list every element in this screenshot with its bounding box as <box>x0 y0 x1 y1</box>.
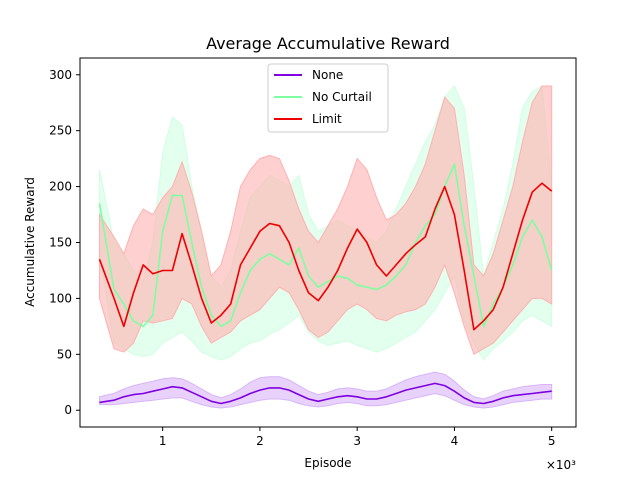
x-axis-label: Episode <box>304 456 351 470</box>
chart-title: Average Accumulative Reward <box>206 34 450 53</box>
x-axis-multiplier: ×10³ <box>546 458 576 472</box>
line-limit <box>98 182 553 331</box>
y-tick-label: 150 <box>49 236 72 250</box>
x-tick-label: 4 <box>451 434 459 448</box>
y-axis-label: Accumulative Reward <box>23 177 37 307</box>
y-tick-label: 100 <box>49 291 72 305</box>
x-tick-label: 2 <box>256 434 264 448</box>
y-tick-label: 0 <box>64 403 72 417</box>
y-tick-label: 200 <box>49 180 72 194</box>
band-none <box>99 371 553 409</box>
confidence-bands <box>99 85 553 409</box>
legend-label-limit: Limit <box>312 112 342 126</box>
y-tick-label: 250 <box>49 124 72 138</box>
legend: None No Curtail Limit <box>267 63 389 133</box>
x-tick-label: 3 <box>353 434 361 448</box>
band-limit <box>99 85 553 356</box>
x-tick-label: 1 <box>159 434 167 448</box>
legend-box <box>267 63 389 133</box>
line-no-curtail <box>98 163 553 328</box>
line-none <box>99 382 552 405</box>
series-lines <box>98 163 553 405</box>
legend-label-none: None <box>312 68 343 82</box>
x-tick-label: 5 <box>548 434 556 448</box>
y-axis-ticks: 0 50 100 150 200 250 300 <box>49 68 80 417</box>
y-tick-label: 50 <box>57 347 72 361</box>
x-axis-ticks: 1 2 3 4 5 <box>159 427 556 448</box>
legend-label-no-curtail: No Curtail <box>312 90 372 104</box>
y-tick-label: 300 <box>49 68 72 82</box>
